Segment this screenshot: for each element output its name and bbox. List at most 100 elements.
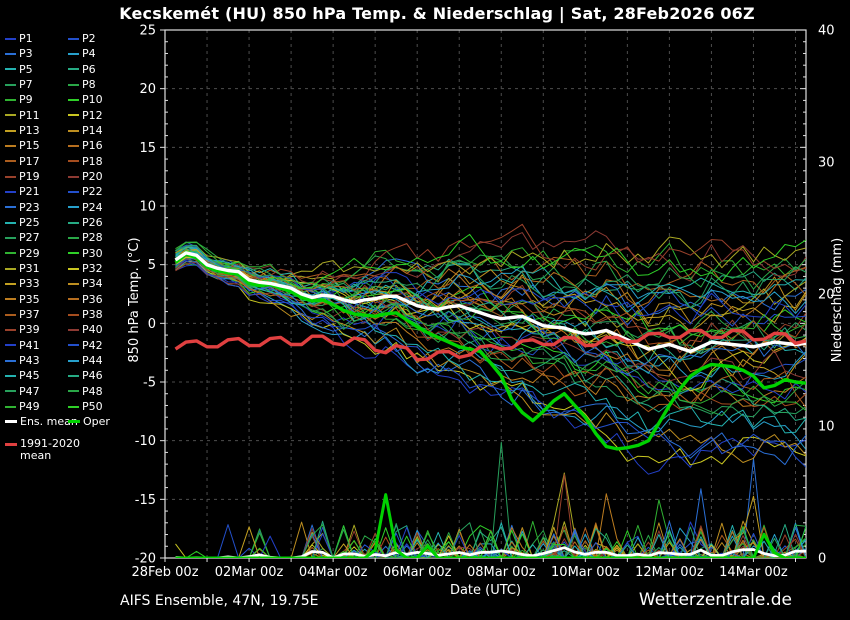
legend-swatch	[5, 313, 16, 316]
climate-mean-swatch	[5, 442, 17, 446]
legend-swatch	[5, 236, 16, 239]
legend-member-P43: P43	[5, 353, 68, 368]
legend-member-P26: P26	[68, 215, 130, 230]
y-right-tick-label: 10	[818, 420, 835, 435]
y-left-tick-label: 15	[139, 141, 156, 156]
legend-member-label: P37	[19, 308, 40, 322]
ensemble-member-precip-line	[175, 521, 806, 558]
legend-member-label: P28	[82, 231, 103, 245]
legend-swatch	[5, 267, 16, 270]
legend-member-P3: P3	[5, 46, 68, 61]
legend-swatch	[68, 344, 79, 347]
legend-ens-mean-label: Ens. mean	[20, 415, 78, 429]
legend-member-P24: P24	[68, 200, 130, 215]
legend-member-label: P11	[19, 108, 40, 122]
legend-member-P37: P37	[5, 307, 68, 322]
legend-member-label: P12	[82, 108, 103, 122]
legend-member-label: P22	[82, 185, 103, 199]
legend-member-P25: P25	[5, 215, 68, 230]
legend-swatch	[68, 114, 79, 117]
legend-swatch	[68, 298, 79, 301]
climate-mean-label-line2: mean	[20, 449, 52, 462]
legend-member-label: P30	[82, 246, 103, 260]
legend-member-label: P3	[19, 47, 33, 61]
y-left-tick-label: 25	[139, 24, 156, 39]
ensemble-member-precip-line	[175, 530, 806, 558]
ensemble-member-precip-line	[175, 520, 806, 558]
legend-swatch	[5, 98, 16, 101]
legend-swatch	[68, 313, 79, 316]
ensemble-member-temp-line	[175, 248, 806, 363]
x-tick-label: 04Mar 00z	[299, 565, 368, 580]
legend-member-label: P44	[82, 354, 103, 368]
legend-swatch	[68, 252, 79, 255]
legend-member-P12: P12	[68, 108, 130, 123]
ensemble-member-precip-line	[175, 528, 806, 558]
legend-member-label: P14	[82, 124, 103, 138]
legend-member-label: P38	[82, 308, 103, 322]
y-left-tick-label: -15	[135, 493, 156, 508]
legend-swatch	[68, 221, 79, 224]
legend-member-label: P13	[19, 124, 40, 138]
legend-swatch	[5, 221, 16, 224]
legend-swatch	[68, 144, 79, 147]
legend-swatch	[5, 359, 16, 362]
legend-member-label: P50	[82, 400, 103, 414]
legend-swatch	[68, 236, 79, 239]
legend-member-label: P46	[82, 369, 103, 383]
y-left-tick-label: 20	[139, 82, 156, 97]
legend-swatch	[5, 405, 16, 408]
ensemble-member-temp-line	[175, 259, 806, 468]
legend-member-P9: P9	[5, 92, 68, 107]
ensemble-member-temp-line	[175, 247, 806, 380]
legend-member-P50: P50	[68, 399, 130, 414]
model-info: AIFS Ensemble, 47N, 19.75E	[120, 593, 319, 609]
legend-swatch	[68, 420, 80, 424]
legend-swatch	[68, 68, 79, 71]
ensemble-member-temp-line	[175, 246, 806, 434]
ens-mean-precip-line	[175, 546, 806, 558]
legend: P1 P2 P3 P4 P5 P6 P7 P8 P9 P10 P11 P12 P13 P14 P15 P16 P…	[5, 31, 137, 430]
legend-member-P34: P34	[68, 276, 130, 291]
legend-member-P21: P21	[5, 184, 68, 199]
ensemble-member-precip-line	[175, 521, 806, 558]
legend-swatch	[5, 206, 16, 209]
y-left-tick-label: -5	[143, 376, 156, 391]
legend-member-P20: P20	[68, 169, 130, 184]
legend-member-label: P48	[82, 384, 103, 398]
legend-swatch	[68, 267, 79, 270]
legend-member-label: P21	[19, 185, 40, 199]
legend-member-P11: P11	[5, 108, 68, 123]
ensemble-member-precip-line	[175, 524, 806, 558]
legend-member-P36: P36	[68, 292, 130, 307]
legend-member-P39: P39	[5, 322, 68, 337]
legend-member-P22: P22	[68, 184, 130, 199]
legend-ens-mean: Ens. mean	[5, 414, 78, 429]
legend-member-label: P5	[19, 62, 33, 76]
legend-swatch	[68, 160, 79, 163]
legend-member-P8: P8	[68, 77, 130, 92]
legend-swatch	[5, 68, 16, 71]
legend-member-P29: P29	[5, 246, 68, 261]
legend-swatch	[68, 129, 79, 132]
y-right-tick-label: 30	[818, 156, 835, 171]
ensemble-member-precip-line	[175, 441, 806, 558]
legend-member-label: P20	[82, 170, 103, 184]
legend-member-label: P42	[82, 338, 103, 352]
legend-member-P6: P6	[68, 62, 130, 77]
x-tick-label: 10Mar 00z	[551, 565, 620, 580]
legend-swatch	[68, 328, 79, 331]
ensemble-member-temp-line	[175, 258, 806, 382]
oper-temp-line	[174, 252, 806, 451]
x-tick-label: 14Mar 00z	[719, 565, 788, 580]
legend-member-label: P40	[82, 323, 103, 337]
legend-member-P38: P38	[68, 307, 130, 322]
legend-member-P27: P27	[5, 230, 68, 245]
climate-mean-line	[174, 328, 806, 362]
ensemble-member-temp-line	[175, 244, 806, 325]
legend-swatch	[5, 52, 16, 55]
legend-oper: Oper	[68, 414, 130, 429]
legend-member-label: P18	[82, 154, 103, 168]
legend-member-label: P34	[82, 277, 103, 291]
legend-member-label: P36	[82, 292, 103, 306]
